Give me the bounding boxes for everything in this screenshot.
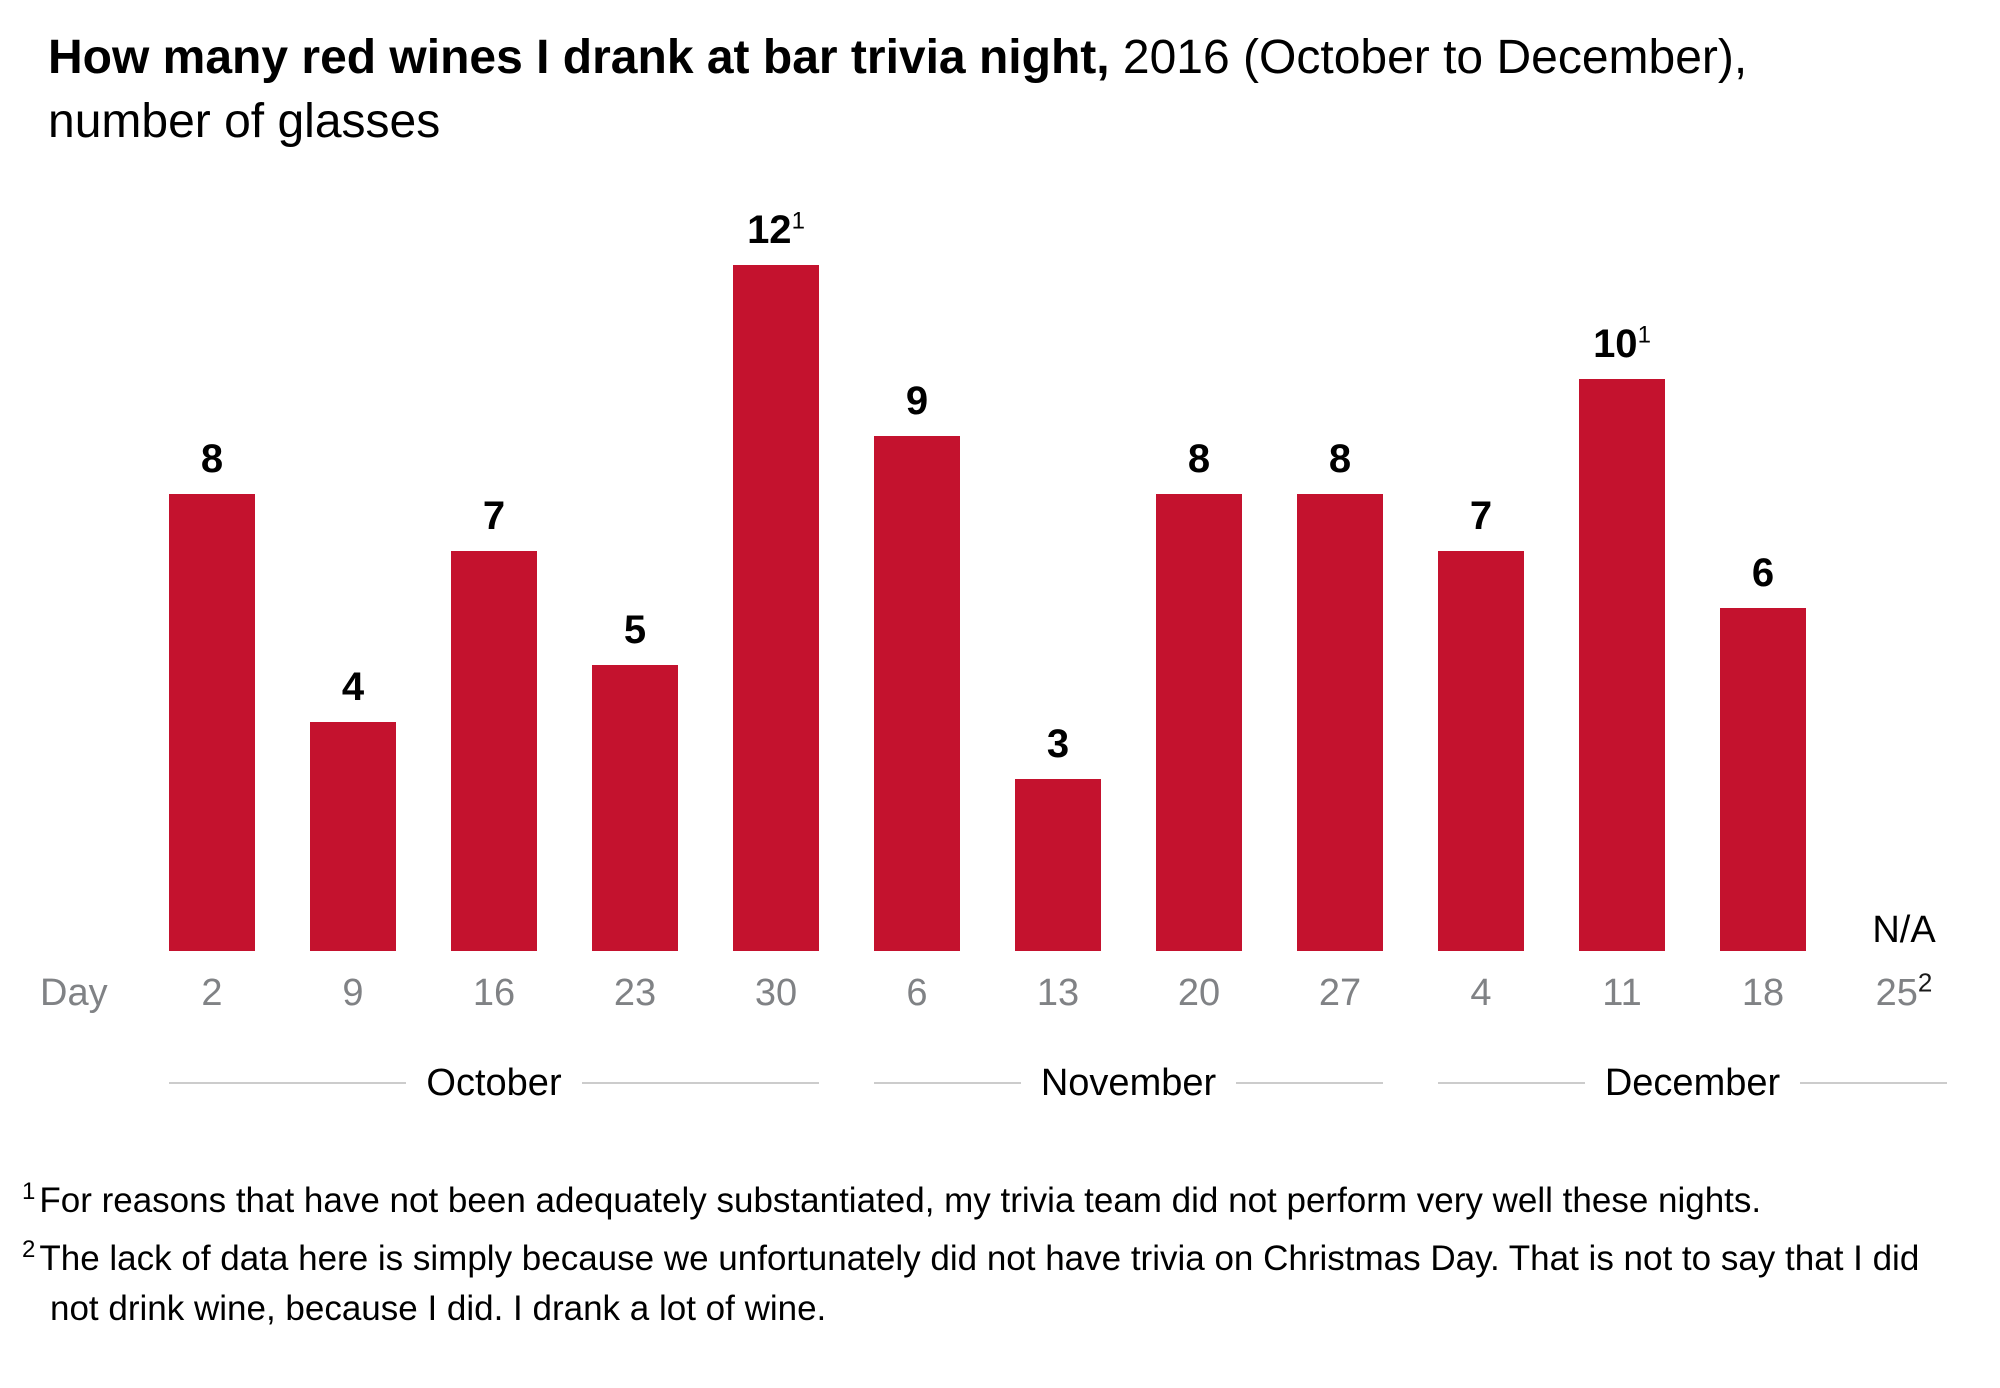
bar: [1156, 493, 1242, 951]
day-label: 20: [1119, 970, 1279, 1016]
day-axis-word: Day: [40, 972, 108, 1014]
value-text: 7: [482, 493, 506, 538]
day-text: 25: [1875, 972, 1918, 1014]
day-label: 23: [555, 970, 715, 1016]
month-line: [581, 1082, 820, 1084]
value-text: 12: [747, 207, 792, 252]
day-text: 6: [906, 972, 928, 1014]
value-text: 3: [1046, 722, 1070, 767]
title-line-1: How many red wines I drank at bar trivia…: [48, 26, 1747, 90]
day-label: 13: [978, 970, 1138, 1016]
day-text: 11: [1602, 972, 1642, 1014]
value-text: 10: [1593, 322, 1638, 367]
month-group: November: [874, 1060, 1384, 1106]
month-label: November: [1040, 1062, 1217, 1104]
value-label: 6: [1683, 550, 1843, 596]
footnote: 1 For reasons that have not been adequate…: [22, 1176, 1972, 1226]
value-label: 101: [1542, 321, 1702, 367]
day-text: 23: [613, 972, 657, 1014]
month-line: [1438, 1082, 1585, 1084]
month-label: October: [426, 1062, 562, 1104]
day-label: 9: [273, 970, 433, 1016]
month-line: [1236, 1082, 1384, 1084]
value-text: 5: [623, 608, 647, 653]
day-text: 4: [1470, 972, 1492, 1014]
value-label: 5: [555, 607, 715, 653]
value-label: 3: [978, 721, 1138, 767]
day-label: 6: [837, 970, 997, 1016]
value-label: 9: [837, 378, 997, 424]
value-text: 9: [905, 379, 929, 424]
value-sup: 1: [791, 207, 805, 235]
value-sup: 1: [1637, 321, 1651, 349]
value-text: 8: [1187, 436, 1211, 481]
footnote-text: For reasons that have not been adequatel…: [39, 1181, 1762, 1220]
title-line-2: number of glasses: [48, 95, 441, 148]
day-text: 13: [1036, 972, 1080, 1014]
value-label: 121: [696, 207, 856, 253]
day-label: 18: [1683, 970, 1843, 1016]
day-text: 2: [201, 972, 223, 1014]
footnotes: 1 For reasons that have not been adequate…: [22, 1176, 1972, 1334]
bar: [874, 436, 960, 951]
value-text: 6: [1751, 550, 1775, 595]
na-label: N/A: [1872, 909, 1936, 951]
value-label: 8: [132, 436, 292, 482]
value-label: 7: [1401, 493, 1561, 539]
bar: [1720, 607, 1806, 951]
month-group: December: [1438, 1060, 1948, 1106]
day-text: 20: [1177, 972, 1221, 1014]
footnote-sup: 2: [22, 1236, 36, 1264]
title-block: How many red wines I drank at bar trivia…: [48, 26, 1747, 154]
day-label: 2: [132, 970, 292, 1016]
bar: [733, 264, 819, 951]
bar: [1579, 379, 1665, 951]
footnote: 2 The lack of data here is simply because…: [22, 1234, 1972, 1334]
day-label: 27: [1260, 970, 1420, 1016]
footnote-sup: 1: [22, 1178, 36, 1206]
bar: [1438, 550, 1524, 951]
value-text: 8: [200, 436, 224, 481]
bar: [1297, 493, 1383, 951]
day-label: 4: [1401, 970, 1561, 1016]
day-text: 9: [342, 972, 364, 1014]
value-text: 7: [1469, 493, 1493, 538]
day-text: 27: [1318, 972, 1362, 1014]
month-line: [1800, 1082, 1948, 1084]
day-text: 16: [472, 972, 516, 1014]
day-text: 30: [754, 972, 798, 1014]
month-line: [874, 1082, 1021, 1084]
value-label: 4: [273, 664, 433, 710]
month-line: [169, 1082, 407, 1084]
day-label: 30: [696, 970, 856, 1016]
month-label: December: [1604, 1062, 1781, 1104]
title-regular: 2016 (October to December),: [1109, 31, 1748, 84]
value-text: 4: [341, 665, 365, 710]
footnote-text: The lack of data here is simply because …: [39, 1239, 1920, 1328]
bar: [1015, 779, 1101, 951]
bar: [451, 550, 537, 951]
bar: [310, 722, 396, 951]
month-group: October: [169, 1060, 820, 1106]
value-text: 8: [1328, 436, 1352, 481]
bar: [169, 493, 255, 951]
day-label: 11: [1542, 970, 1702, 1016]
value-label: 8: [1260, 436, 1420, 482]
bar: [592, 665, 678, 951]
day-text: 18: [1741, 972, 1785, 1014]
value-label: 7: [414, 493, 574, 539]
day-sup: 2: [1917, 967, 1933, 998]
value-label: 8: [1119, 436, 1279, 482]
day-label: 252: [1824, 967, 1984, 1016]
day-label: 16: [414, 970, 574, 1016]
title-bold: How many red wines I drank at bar trivia…: [48, 31, 1110, 84]
